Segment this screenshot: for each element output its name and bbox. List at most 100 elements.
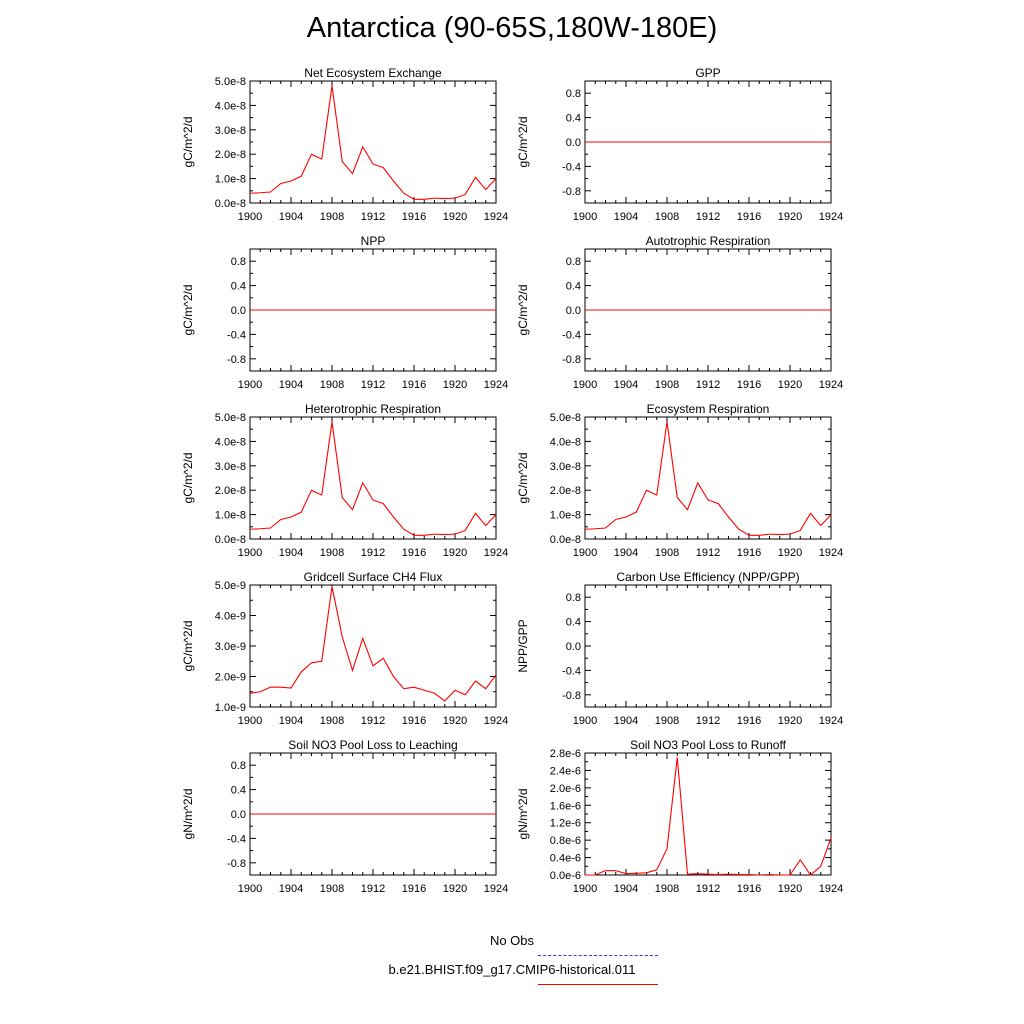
y-tick-label: 4.0e-8	[215, 436, 246, 448]
y-tick-label: 4.0e-9	[215, 611, 246, 623]
y-tick-label: 1.6e-6	[550, 800, 581, 812]
y-tick-label: 0.0	[566, 137, 581, 149]
panel-title: Carbon Use Efficiency (NPP/GPP)	[616, 570, 799, 584]
y-axis-label: gC/m^2/d	[181, 621, 195, 672]
y-axis-label: gN/m^2/d	[516, 789, 530, 840]
x-tick-label: 1908	[320, 547, 344, 559]
panel-title: Ecosystem Respiration	[647, 402, 770, 416]
x-tick-label: 1904	[614, 715, 638, 727]
x-tick-label: 1916	[402, 547, 426, 559]
x-tick-label: 1900	[238, 211, 262, 223]
chart-panel-2: NPP gC/m^2/d -0.8 -0.4 0.0 0.4 0.8 1900 1904 1908…	[181, 234, 508, 391]
x-tick-label: 1900	[573, 211, 597, 223]
y-tick-label: 3.0e-8	[550, 461, 581, 473]
x-tick-label: 1904	[279, 715, 303, 727]
x-tick-label: 1908	[320, 379, 344, 391]
x-tick-label: 1920	[778, 547, 802, 559]
y-tick-label: 0.4	[566, 617, 581, 629]
y-axis-label: gC/m^2/d	[181, 453, 195, 504]
x-tick-label: 1908	[655, 379, 679, 391]
x-tick-label: 1912	[361, 547, 385, 559]
x-tick-label: 1924	[819, 715, 843, 727]
y-tick-label: 2.0e-9	[215, 672, 246, 684]
panel-title: Net Ecosystem Exchange	[304, 66, 442, 80]
x-tick-label: 1916	[402, 211, 426, 223]
x-tick-label: 1908	[320, 883, 344, 895]
chart-panel-1: GPP gC/m^2/d -0.8 -0.4 0.0 0.4 0.8 1900 1904 1908…	[516, 66, 843, 223]
chart-panel-6: Gridcell Surface CH4 Flux gC/m^2/d 1.0e-9 2…	[181, 570, 508, 727]
chart-panel-0: Net Ecosystem Exchange gC/m^2/d 0.0e-8 1.0e…	[181, 66, 508, 223]
x-tick-label: 1900	[238, 547, 262, 559]
y-tick-label: 3.0e-9	[215, 641, 246, 653]
y-tick-label: 1.0e-8	[215, 174, 246, 186]
x-tick-label: 1912	[696, 211, 720, 223]
y-axis-label: gC/m^2/d	[181, 285, 195, 336]
y-axis-label: gC/m^2/d	[181, 117, 195, 168]
x-tick-label: 1904	[279, 379, 303, 391]
y-tick-label: 0.8	[566, 592, 581, 604]
x-tick-label: 1924	[819, 211, 843, 223]
y-axis-label: NPP/GPP	[516, 619, 530, 672]
panel-title: Soil NO3 Pool Loss to Leaching	[288, 738, 457, 752]
y-tick-label: 5.0e-8	[215, 76, 246, 88]
legend-model-label: b.e21.BHIST.f09_g17.CMIP6-historical.011	[388, 962, 636, 977]
legend-model-line	[538, 984, 658, 985]
y-tick-label: -0.4	[227, 329, 246, 341]
page-title: Antarctica (90-65S,180W-180E)	[306, 12, 718, 44]
x-tick-label: 1912	[696, 379, 720, 391]
chart-panel-7: Carbon Use Efficiency (NPP/GPP) NPP/GPP -0…	[516, 570, 843, 727]
y-tick-label: 0.4	[231, 785, 246, 797]
panel-title: Soil NO3 Pool Loss to Runoff	[630, 738, 787, 752]
chart-panel-5: Ecosystem Respiration gC/m^2/d 0.0e-8 1.0e-…	[516, 402, 843, 559]
y-tick-label: 0.0e-8	[550, 534, 581, 546]
x-tick-label: 1920	[443, 883, 467, 895]
x-tick-label: 1920	[778, 211, 802, 223]
series-line	[585, 757, 832, 876]
y-axis-label: gC/m^2/d	[516, 453, 530, 504]
y-tick-label: 0.0	[566, 305, 581, 317]
legend-obs-label: No Obs	[489, 933, 535, 948]
x-tick-label: 1916	[737, 883, 761, 895]
x-tick-label: 1908	[655, 883, 679, 895]
x-tick-label: 1912	[361, 883, 385, 895]
y-tick-label: 0.0	[566, 641, 581, 653]
y-tick-label: -0.4	[562, 329, 581, 341]
x-tick-label: 1912	[696, 715, 720, 727]
x-tick-label: 1904	[279, 547, 303, 559]
y-tick-label: 0.0e-8	[215, 198, 246, 210]
y-tick-label: 0.0	[231, 305, 246, 317]
y-tick-label: 0.8	[231, 256, 246, 268]
plot-frame	[584, 416, 832, 540]
x-tick-label: 1924	[484, 715, 508, 727]
y-tick-label: 0.4	[566, 281, 581, 293]
x-tick-label: 1912	[361, 715, 385, 727]
panel-title: Autotrophic Respiration	[646, 234, 771, 248]
x-tick-label: 1924	[484, 547, 508, 559]
x-tick-label: 1924	[484, 883, 508, 895]
legend-obs-line	[538, 955, 658, 956]
x-tick-label: 1912	[696, 547, 720, 559]
y-tick-label: 0.0e-6	[550, 870, 581, 882]
plot-frame	[249, 80, 497, 204]
y-tick-label: 2.8e-6	[550, 748, 581, 760]
x-tick-label: 1904	[614, 211, 638, 223]
x-tick-label: 1912	[361, 379, 385, 391]
y-tick-label: 1.0e-9	[215, 702, 246, 714]
x-tick-label: 1924	[819, 379, 843, 391]
x-tick-label: 1920	[443, 211, 467, 223]
plot-frame	[584, 752, 832, 876]
panel-title: NPP	[361, 234, 386, 248]
y-tick-label: 0.4e-6	[550, 853, 581, 865]
x-tick-label: 1900	[238, 379, 262, 391]
y-tick-label: 5.0e-9	[215, 580, 246, 592]
x-tick-label: 1908	[320, 715, 344, 727]
y-tick-label: 0.0	[231, 809, 246, 821]
y-tick-label: 1.2e-6	[550, 818, 581, 830]
chart-panel-8: Soil NO3 Pool Loss to Leaching gN/m^2/d -0…	[181, 738, 508, 895]
x-tick-label: 1924	[484, 379, 508, 391]
y-tick-label: 1.0e-8	[215, 510, 246, 522]
x-tick-label: 1924	[484, 211, 508, 223]
x-tick-label: 1908	[320, 211, 344, 223]
y-tick-label: -0.8	[227, 858, 246, 870]
